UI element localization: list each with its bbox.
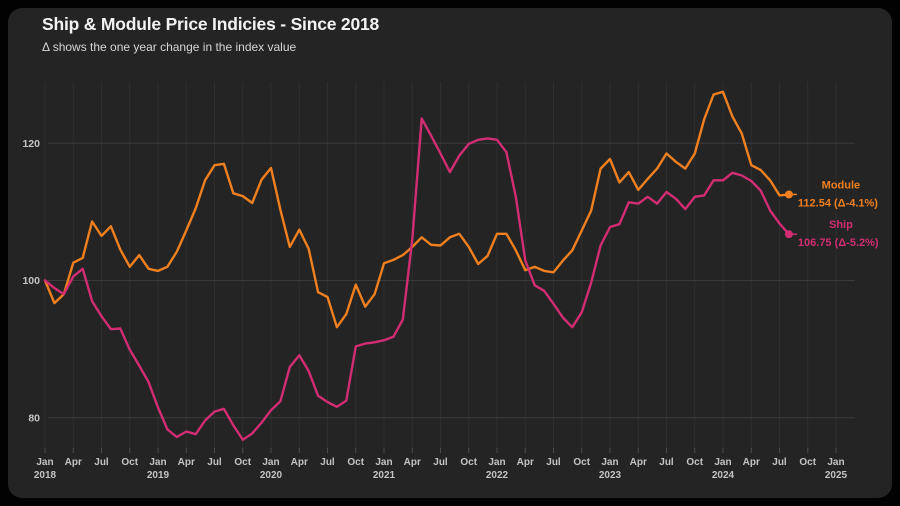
x-axis-month-label: Jul — [546, 457, 561, 468]
module-end-dot — [784, 190, 793, 199]
vertical-gridlines — [44, 82, 837, 452]
x-axis-month-label: Apr — [65, 457, 82, 468]
x-axis-month-label: Oct — [686, 457, 703, 468]
horizontal-gridlines: 80 100 120 — [22, 138, 855, 424]
x-axis-month-label: Jul — [772, 457, 787, 468]
x-axis-month-label: Apr — [404, 457, 421, 468]
x-axis-month-label: Jan — [488, 457, 505, 468]
module-end-value-label: 112.54 (Δ-4.1%) — [798, 197, 878, 209]
x-axis-year-label: 2023 — [599, 470, 622, 481]
x-axis-month-label: Jul — [659, 457, 674, 468]
x-axis-month-label: Jan — [714, 457, 731, 468]
ship-end-value-label: 106.75 (Δ-5.2%) — [798, 237, 879, 249]
x-axis-month-label: Jan — [262, 457, 279, 468]
x-axis-month-label: Apr — [178, 457, 195, 468]
x-axis-month-label: Oct — [460, 457, 477, 468]
x-axis-month-label: Oct — [573, 457, 590, 468]
x-axis-year-label: 2019 — [147, 470, 170, 481]
x-axis-month-label: Oct — [121, 457, 138, 468]
y-axis-tick-label: 100 — [22, 275, 40, 287]
module-series-label: Module — [822, 179, 861, 191]
y-axis-tick-label: 120 — [22, 138, 40, 150]
x-axis-month-label: Jan — [36, 457, 53, 468]
x-axis-month-label: Oct — [347, 457, 364, 468]
ship-end-dot — [784, 230, 793, 239]
x-axis-month-label: Jan — [601, 457, 618, 468]
x-axis-year-label: 2024 — [712, 470, 735, 481]
x-axis-year-label: 2021 — [373, 470, 396, 481]
x-axis-month-label: Jul — [320, 457, 335, 468]
x-axis-month-label: Apr — [630, 457, 647, 468]
chart-panel — [8, 8, 892, 498]
x-axis-month-label: Jan — [827, 457, 844, 468]
x-axis-year-label: 2020 — [260, 470, 283, 481]
x-axis-month-label: Apr — [517, 457, 534, 468]
y-axis-tick-label: 80 — [28, 412, 40, 424]
ship-line — [43, 117, 791, 441]
x-axis-month-label: Apr — [291, 457, 308, 468]
x-axis-month-label: Jan — [149, 457, 166, 468]
x-axis-year-label: 2025 — [825, 470, 848, 481]
x-axis-month-label: Apr — [743, 457, 760, 468]
x-axis-month-label: Oct — [799, 457, 816, 468]
ship-series-label: Ship — [829, 219, 853, 231]
x-axis-month-label: Jan — [375, 457, 392, 468]
x-axis-month-label: Jul — [433, 457, 448, 468]
x-axis-year-label: 2018 — [34, 470, 57, 481]
x-axis-month-label: Jul — [207, 457, 222, 468]
x-axis-year-label: 2022 — [486, 470, 509, 481]
chart-subtitle: Δ shows the one year change in the index… — [42, 40, 297, 54]
x-axis-month-label: Jul — [94, 457, 109, 468]
module-line — [43, 90, 791, 329]
x-axis: Jan 2018 Apr Jul Oct Jan 2019 Apr Jul Oct Jan 2020 A… — [34, 448, 848, 481]
x-axis-month-label: Oct — [234, 457, 251, 468]
chart-title: Ship & Module Price Indicies - Since 201… — [42, 14, 380, 34]
